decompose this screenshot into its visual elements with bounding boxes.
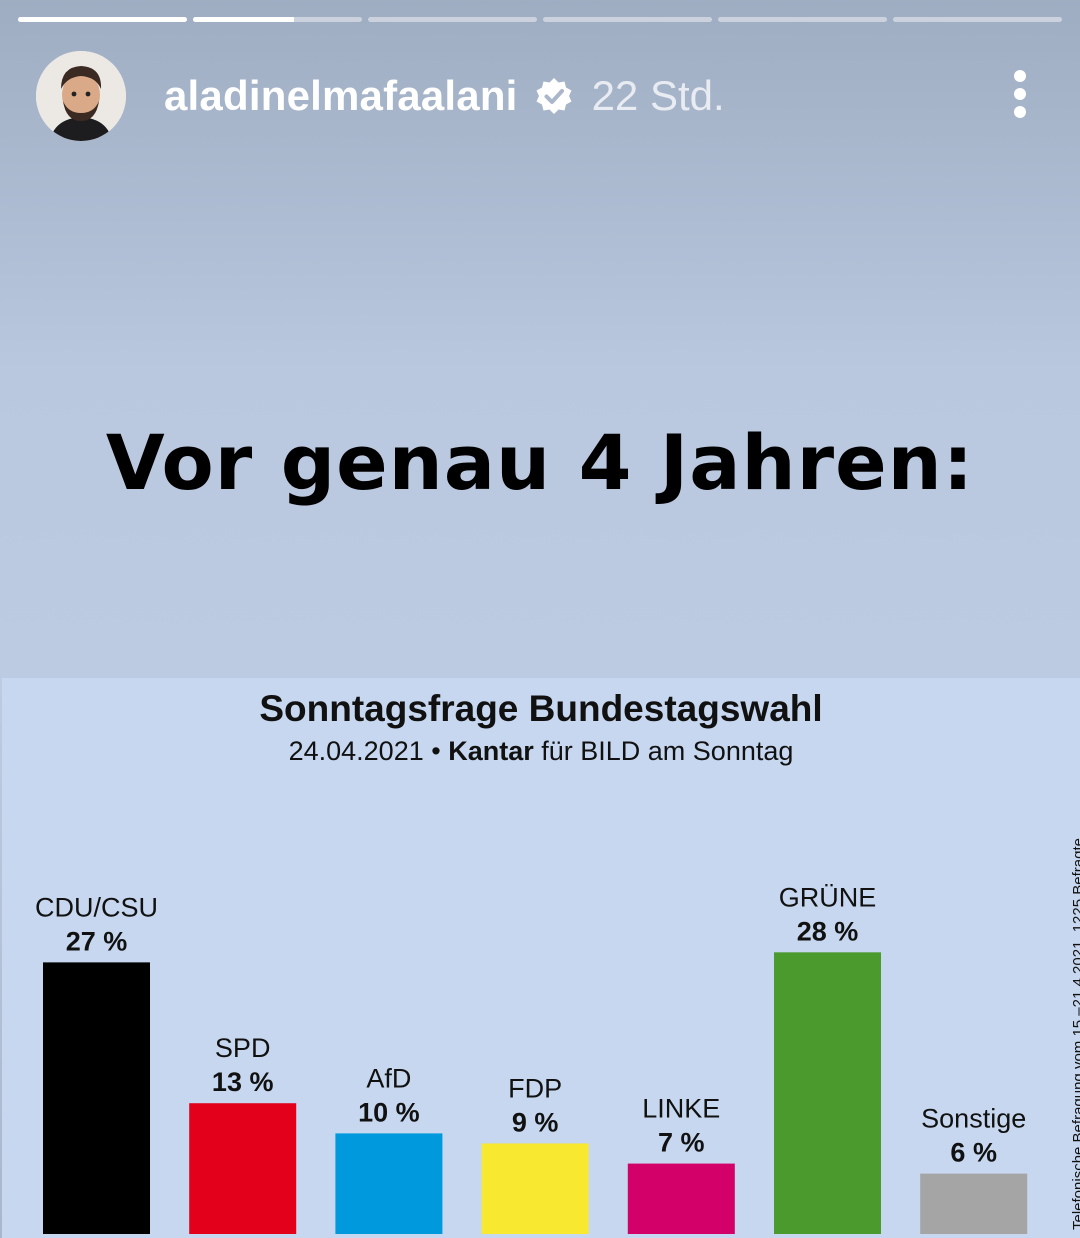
username[interactable]: aladinelmafaalani — [164, 72, 518, 119]
progress-segment — [718, 17, 887, 22]
bar-category-label: SPD — [215, 1033, 271, 1063]
bar-value-label: 10 % — [358, 1097, 420, 1127]
bar-category-label: FDP — [508, 1073, 562, 1103]
avatar-portrait-icon — [36, 51, 126, 141]
avatar[interactable] — [36, 51, 126, 141]
progress-segment — [18, 17, 187, 22]
bar-value-label: 6 % — [950, 1138, 997, 1168]
bar-value-label: 27 % — [66, 926, 128, 956]
bar-grüne — [774, 952, 881, 1234]
chart-subtitle: 24.04.2021 • Kantar für BILD am Sonntag — [2, 736, 1080, 767]
bar-value-label: 28 % — [797, 916, 859, 946]
bar-value-label: 9 % — [512, 1107, 559, 1137]
bar-fdp — [481, 1143, 589, 1234]
verified-badge-icon — [534, 76, 574, 116]
bar-category-label: AfD — [366, 1063, 411, 1093]
post-time: 22 Std. — [591, 72, 725, 119]
bar-category-label: CDU/CSU — [35, 892, 158, 922]
progress-segment — [193, 17, 362, 22]
bar-category-label: Sonstige — [921, 1104, 1026, 1134]
bar-chart-plot: CDU/CSU 27 % SPD 13 % AfD 10 % FDP 9 % LINKE 7 % G… — [35, 882, 1028, 1234]
bar-afd — [335, 1133, 443, 1234]
chart-subtitle-date: 24.04.2021 • — [288, 736, 441, 766]
bar-category-label: GRÜNE — [779, 882, 877, 912]
poll-chart: Sonntagsfrage Bundestagswahl 24.04.2021 … — [2, 678, 1080, 1238]
bar-cdu-csu — [43, 962, 150, 1234]
more-options-icon[interactable] — [1010, 70, 1030, 118]
chart-subtitle-rest: für BILD am Sonntag — [541, 736, 794, 766]
story-headline: Vor genau 4 Jahren: — [105, 418, 975, 507]
progress-segment — [543, 17, 712, 22]
story-header: aladinelmafaalani 22 Std. — [36, 50, 1040, 142]
bar-value-label: 7 % — [658, 1128, 705, 1158]
chart-subtitle-source: Kantar — [448, 736, 534, 766]
story-progress-bar — [18, 17, 1062, 22]
bar-spd — [189, 1103, 297, 1234]
bar-linke — [627, 1163, 735, 1234]
bar-category-label: LINKE — [642, 1094, 720, 1124]
chart-side-note: Telefonische Befragung vom 15.–21.4.2021… — [1070, 838, 1080, 1230]
bar-sonstige — [920, 1173, 1028, 1234]
progress-segment — [893, 17, 1062, 22]
chart-title: Sonntagsfrage Bundestagswahl — [259, 688, 823, 729]
bar-value-label: 13 % — [212, 1067, 274, 1097]
progress-segment — [368, 17, 537, 22]
